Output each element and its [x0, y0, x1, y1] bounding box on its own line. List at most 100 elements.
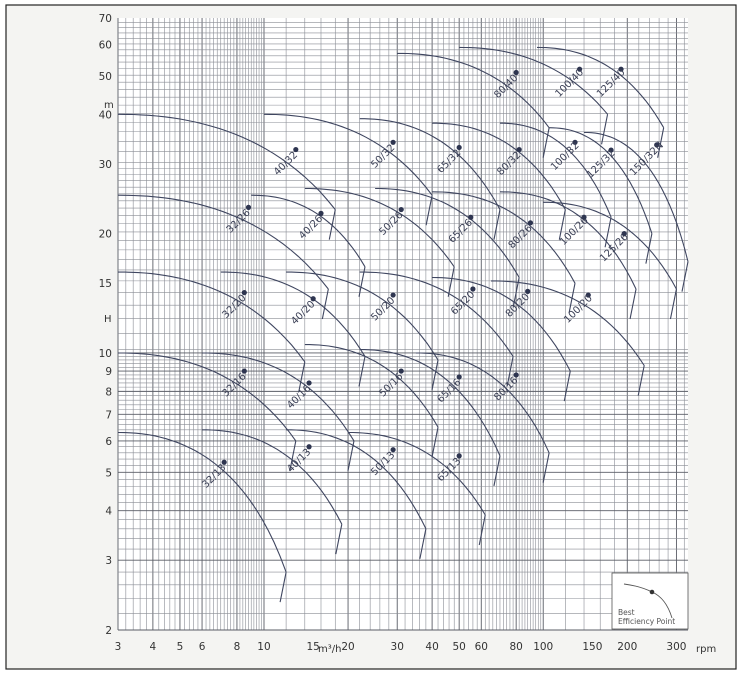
- x-tick-label: 8: [234, 641, 241, 653]
- bep-marker: [516, 146, 522, 153]
- pump-curve-tail: [298, 361, 306, 392]
- pump-curve-tail: [328, 209, 336, 240]
- bep-marker: [306, 444, 312, 450]
- y-axis-unit-label: m: [104, 100, 114, 111]
- pump-curve-tail: [629, 288, 637, 320]
- pump-curve-tail: [431, 427, 439, 458]
- pump-curve: [304, 344, 439, 428]
- y-axis-ticks: 2 3 4 5 6 7 8 9 10 15 20 30 40 50 60 70: [99, 13, 113, 637]
- legend: Best Efficiency Point: [611, 572, 689, 630]
- y-tick-label: 40: [99, 109, 112, 121]
- x-tick-label: 60: [475, 641, 488, 653]
- pump-curve: [251, 194, 366, 268]
- pump-curve: [118, 271, 306, 363]
- pump-curve-tail: [563, 370, 571, 402]
- x-tick-label: 6: [199, 641, 206, 653]
- pump-curve: [415, 352, 550, 454]
- y-tick-label: 70: [99, 13, 112, 25]
- pump-curve: [220, 271, 366, 357]
- bep-marker: [525, 288, 531, 294]
- bep-marker: [618, 66, 624, 72]
- y-tick-label: 9: [105, 366, 112, 378]
- pump-curve-tail: [419, 528, 427, 559]
- pump-curve-tail: [358, 266, 366, 297]
- pump-curve: [118, 352, 297, 442]
- x-tick-label: 80: [509, 641, 522, 653]
- pump-curve: [499, 191, 637, 290]
- pump-curve: [117, 431, 287, 573]
- bep-marker: [398, 206, 404, 213]
- pump-curve: [432, 191, 576, 284]
- y-tick-label: 6: [105, 436, 112, 448]
- bep-marker: [221, 459, 227, 465]
- pump-curve: [549, 127, 653, 234]
- pump-curve: [359, 349, 501, 457]
- bep-marker: [306, 380, 312, 386]
- bep-marker: [310, 296, 316, 302]
- y-tick-label: 60: [99, 40, 112, 52]
- pump-curve-tail: [637, 365, 645, 396]
- x-tick-label: 50: [452, 641, 465, 653]
- legend-text-line2: Efficiency Point: [618, 617, 675, 626]
- bep-marker: [456, 144, 462, 151]
- x-tick-label: 20: [341, 641, 354, 653]
- pump-curve-tail: [645, 233, 653, 264]
- pump-curve-tail: [506, 356, 514, 387]
- pump-curve-tail: [279, 571, 287, 603]
- pump-curves: [117, 46, 689, 603]
- y-tick-label: 4: [105, 506, 112, 518]
- bep-marker: [390, 447, 396, 453]
- pump-curve-tail: [493, 209, 501, 240]
- pump-curve: [543, 201, 677, 290]
- x-tick-label: 5: [177, 641, 184, 653]
- x-tick-label: 150: [582, 641, 602, 653]
- x-tick-label: 40: [425, 641, 438, 653]
- pump-curve-tail: [478, 514, 486, 546]
- pump-curve: [202, 429, 343, 525]
- pump-curve: [491, 280, 645, 366]
- pump-curve-tail: [447, 266, 455, 297]
- pump-curve: [304, 187, 455, 268]
- y-axis-label: H: [104, 314, 112, 325]
- pump-curve: [459, 46, 609, 115]
- bep-marker: [398, 368, 404, 374]
- pump-curve-tail: [542, 127, 550, 158]
- pump-curve-tail: [512, 277, 520, 308]
- pump-curve-tail: [347, 440, 355, 471]
- x-tick-label: 3: [115, 641, 122, 653]
- bep-marker: [390, 139, 396, 145]
- bep-marker: [581, 214, 587, 220]
- y-tick-label: 7: [105, 409, 112, 421]
- pump-curve-tail: [289, 440, 297, 471]
- y-tick-label: 15: [99, 278, 112, 290]
- bep-marker: [245, 204, 252, 210]
- x-tick-label: 4: [150, 641, 157, 653]
- legend-box: [611, 572, 689, 630]
- pump-curve: [584, 131, 689, 262]
- pump-curve: [286, 271, 439, 361]
- y-tick-label: 10: [99, 348, 112, 360]
- pump-curve: [359, 271, 514, 357]
- bep-marker: [585, 292, 591, 298]
- pump-curve: [536, 46, 665, 128]
- bep-marker: [513, 372, 519, 378]
- x-axis-label: m³/h: [318, 644, 341, 655]
- pump-curve: [375, 187, 520, 278]
- bep-marker: [390, 292, 396, 298]
- pump-curve-tail: [657, 127, 665, 158]
- y-tick-label: 3: [105, 555, 112, 567]
- pump-curve-tail: [542, 452, 550, 483]
- y-tick-label: 30: [99, 159, 112, 171]
- pump-curve: [286, 429, 427, 530]
- bep-marker: [468, 214, 474, 220]
- bep-marker: [293, 146, 299, 153]
- bep-marker: [470, 286, 476, 292]
- pump-curve-tail: [601, 114, 609, 145]
- y-tick-label: 8: [105, 386, 112, 398]
- grid-lines: [117, 18, 688, 631]
- pump-curve-tail: [669, 288, 677, 320]
- pump-curve: [359, 118, 501, 210]
- bep-marker: [654, 142, 660, 148]
- pump-curve-tail: [604, 217, 612, 248]
